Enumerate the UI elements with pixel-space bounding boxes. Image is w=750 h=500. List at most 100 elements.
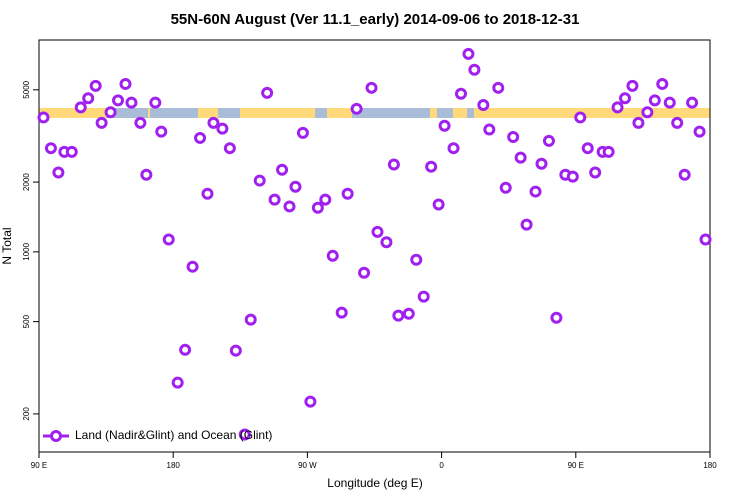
plot-frame [38, 39, 711, 453]
ocean-band [106, 108, 148, 118]
point [483, 123, 496, 136]
ocean-band [352, 108, 430, 118]
point [402, 307, 415, 320]
x-tick-label: 180 [167, 461, 181, 470]
point [492, 81, 505, 94]
point [535, 157, 548, 170]
legend-label: Land (Nadir&Glint) and Ocean (Glint) [75, 428, 272, 442]
point [341, 187, 354, 200]
point [223, 142, 236, 155]
point [207, 116, 220, 129]
point [112, 94, 125, 107]
point [238, 428, 251, 441]
point [671, 116, 684, 129]
point [179, 343, 192, 356]
point [648, 94, 661, 107]
point [358, 266, 371, 279]
point [311, 201, 324, 214]
x-tick-label: 90 E [31, 461, 47, 470]
ocean-band [218, 108, 240, 118]
point [119, 77, 132, 90]
point [95, 116, 108, 129]
chart-title: 55N-60N August (Ver 11.1_early) 2014-09-… [171, 11, 580, 28]
point [632, 116, 645, 129]
ocean-band [467, 108, 474, 118]
point [149, 96, 162, 109]
point [44, 142, 57, 155]
point [104, 106, 117, 119]
point [171, 376, 184, 389]
point [542, 134, 555, 147]
point [216, 122, 229, 135]
point [65, 145, 78, 158]
point [663, 96, 676, 109]
point [686, 96, 699, 109]
point [581, 142, 594, 155]
point [201, 187, 214, 200]
y-tick-label: 2000 [22, 173, 31, 191]
point [425, 160, 438, 173]
point [574, 111, 587, 124]
x-tick-label: 90 W [298, 461, 317, 470]
x-tick-label: 90 E [568, 461, 584, 470]
point [319, 193, 332, 206]
y-tick-label: 200 [22, 407, 31, 421]
point [477, 98, 490, 111]
y-tick-label: 5000 [22, 80, 31, 98]
point [392, 309, 405, 322]
point [602, 145, 615, 158]
point [283, 200, 296, 213]
point [468, 63, 481, 76]
point [656, 77, 669, 90]
x-axis-label: Longitude (deg E) [327, 476, 422, 490]
point [507, 130, 520, 143]
point [186, 260, 199, 273]
point [447, 142, 460, 155]
point [140, 168, 153, 181]
point [276, 163, 289, 176]
point [365, 81, 378, 94]
point [52, 166, 65, 179]
point [155, 125, 168, 138]
point [611, 101, 624, 114]
point [566, 170, 579, 183]
point [125, 96, 138, 109]
point [626, 79, 639, 92]
point [589, 166, 602, 179]
point [253, 174, 266, 187]
x-tick-label: 180 [703, 461, 717, 470]
legend-marker [50, 430, 62, 442]
point [387, 158, 400, 171]
point [454, 87, 467, 100]
point [432, 198, 445, 211]
point [462, 47, 475, 60]
point [261, 86, 274, 99]
point [194, 131, 207, 144]
point [693, 125, 706, 138]
point [410, 253, 423, 266]
point [244, 313, 257, 326]
point [134, 116, 147, 129]
ocean-band [150, 108, 198, 118]
point [268, 193, 281, 206]
point [304, 395, 317, 408]
point [82, 92, 95, 105]
point [89, 79, 102, 92]
point [699, 233, 712, 246]
point [371, 225, 384, 238]
ocean-band [315, 108, 327, 118]
point [296, 126, 309, 139]
point [641, 106, 654, 119]
point [162, 233, 175, 246]
point [37, 111, 50, 124]
y-tick-label: 500 [22, 314, 31, 328]
point [529, 185, 542, 198]
point [619, 92, 632, 105]
ocean-band [437, 108, 453, 118]
point [514, 151, 527, 164]
point [229, 344, 242, 357]
point [417, 290, 430, 303]
point [550, 311, 563, 324]
point [520, 218, 533, 231]
